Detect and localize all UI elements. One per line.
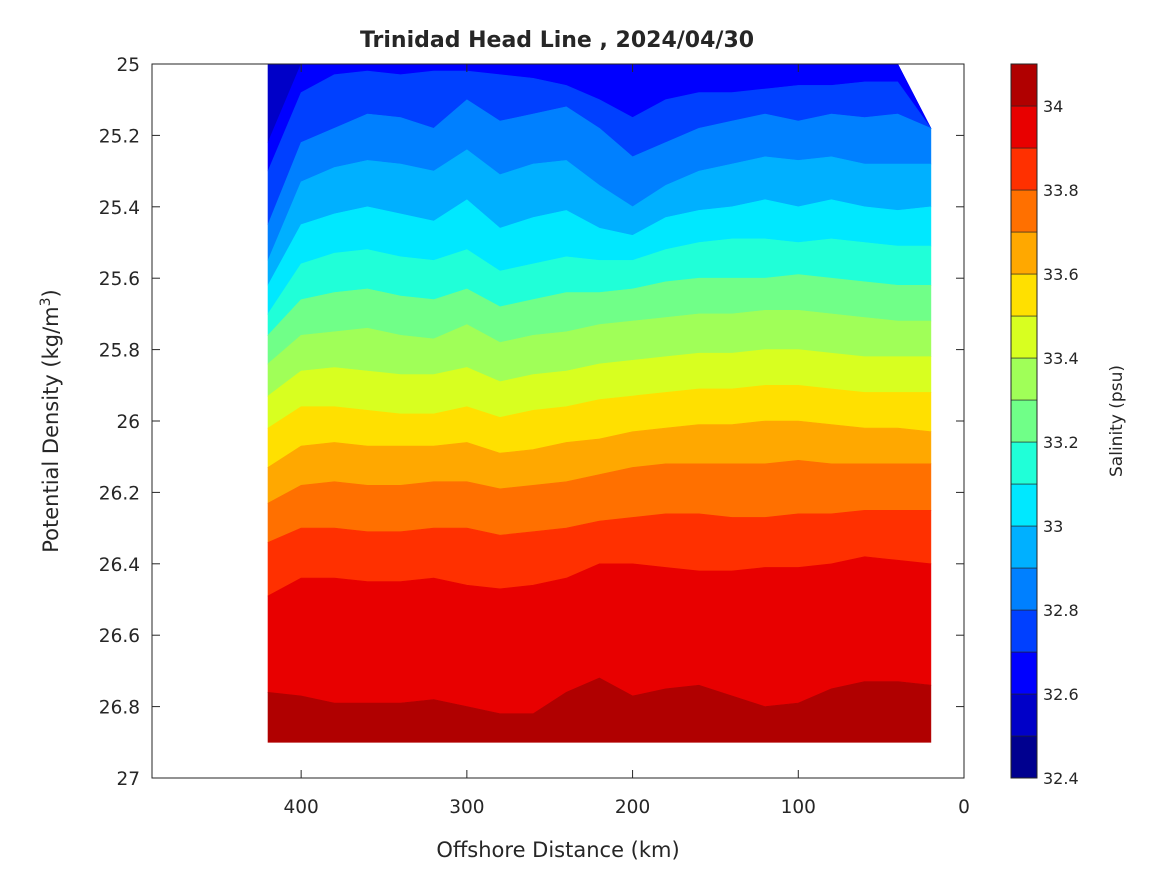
colorbar-swatch (1010, 273, 1038, 317)
colorbar-swatch (1010, 105, 1038, 149)
colorbar-swatch (1010, 567, 1038, 611)
colorbar-frame (1010, 63, 1038, 779)
colorbar-swatch (1010, 441, 1038, 485)
y-axis-ticks: 25 25.2 25.4 25.6 25.8 26 26.2 26.4 26.6 26.8 27 (99, 55, 964, 790)
y-axis-label: Potential Density (kg/m3) (38, 289, 63, 553)
colorbar: 32.4 32.6 32.8 33 33.2 33.4 33.6 33.8 34 Salinit… (1010, 63, 1127, 788)
contour-fill-layer (267, 63, 932, 743)
x-tick-label: 200 (615, 797, 650, 818)
y-axis-label-close: ) (39, 289, 63, 297)
colorbar-swatch (1010, 483, 1038, 527)
colorbar-swatch (1010, 609, 1038, 653)
colorbar-label: Salinity (psu) (1107, 365, 1127, 477)
x-axis-label: Offshore Distance (km) (436, 838, 679, 862)
contour-band (267, 677, 932, 743)
chart-title: Trinidad Head Line , 2024/04/30 (360, 28, 754, 53)
y-tick-label: 25.6 (99, 269, 140, 290)
y-tick-label: 26.2 (99, 483, 140, 504)
y-tick-label: 25.8 (99, 341, 140, 362)
x-tick-label: 400 (283, 797, 318, 818)
colorbar-swatch (1010, 189, 1038, 233)
x-tick-label: 300 (449, 797, 484, 818)
colorbar-swatch (1010, 357, 1038, 401)
colorbar-tick-label: 33.8 (1043, 181, 1079, 200)
colorbar-swatch (1010, 399, 1038, 443)
y-axis-label-main: Potential Density (kg/m (39, 306, 63, 552)
colorbar-swatch (1010, 231, 1038, 275)
colorbar-swatch (1010, 63, 1038, 107)
colorbar-tick-label: 33.6 (1043, 265, 1079, 284)
y-tick-label: 26 (116, 412, 140, 433)
colorbar-ticks: 32.4 32.6 32.8 33 33.2 33.4 33.6 33.8 34 (1043, 97, 1079, 788)
colorbar-tick-label: 33.2 (1043, 433, 1079, 452)
y-tick-label: 26.6 (99, 626, 140, 647)
y-tick-label: 27 (116, 769, 140, 790)
colorbar-tick-label: 34 (1043, 97, 1063, 116)
colorbar-swatch (1010, 693, 1038, 737)
colorbar-tick-label: 33 (1043, 517, 1063, 536)
x-axis-ticks: 400 300 200 100 0 (283, 64, 970, 818)
x-tick-label: 0 (958, 797, 970, 818)
x-tick-label: 100 (781, 797, 816, 818)
colorbar-tick-label: 32.8 (1043, 601, 1079, 620)
y-tick-label: 25.4 (99, 198, 140, 219)
y-axis-label-superscript: 3 (38, 297, 54, 306)
colorbar-swatch (1010, 651, 1038, 695)
contour-band (268, 64, 285, 107)
colorbar-tick-label: 32.6 (1043, 685, 1079, 704)
colorbar-swatch (1010, 735, 1038, 779)
colorbar-swatches (1010, 63, 1038, 779)
y-tick-label: 26.8 (99, 698, 140, 719)
colorbar-swatch (1010, 315, 1038, 359)
colorbar-tick-label: 33.4 (1043, 349, 1079, 368)
colorbar-swatch (1010, 525, 1038, 569)
y-tick-label: 25.2 (99, 126, 140, 147)
y-tick-label: 25 (116, 55, 140, 76)
colorbar-swatch (1010, 147, 1038, 191)
y-tick-label: 26.4 (99, 555, 140, 576)
plot-area: 400 300 200 100 0 25 25.2 25.4 25.6 25.8 26 26.2 26… (99, 55, 970, 818)
colorbar-tick-label: 32.4 (1043, 769, 1079, 788)
